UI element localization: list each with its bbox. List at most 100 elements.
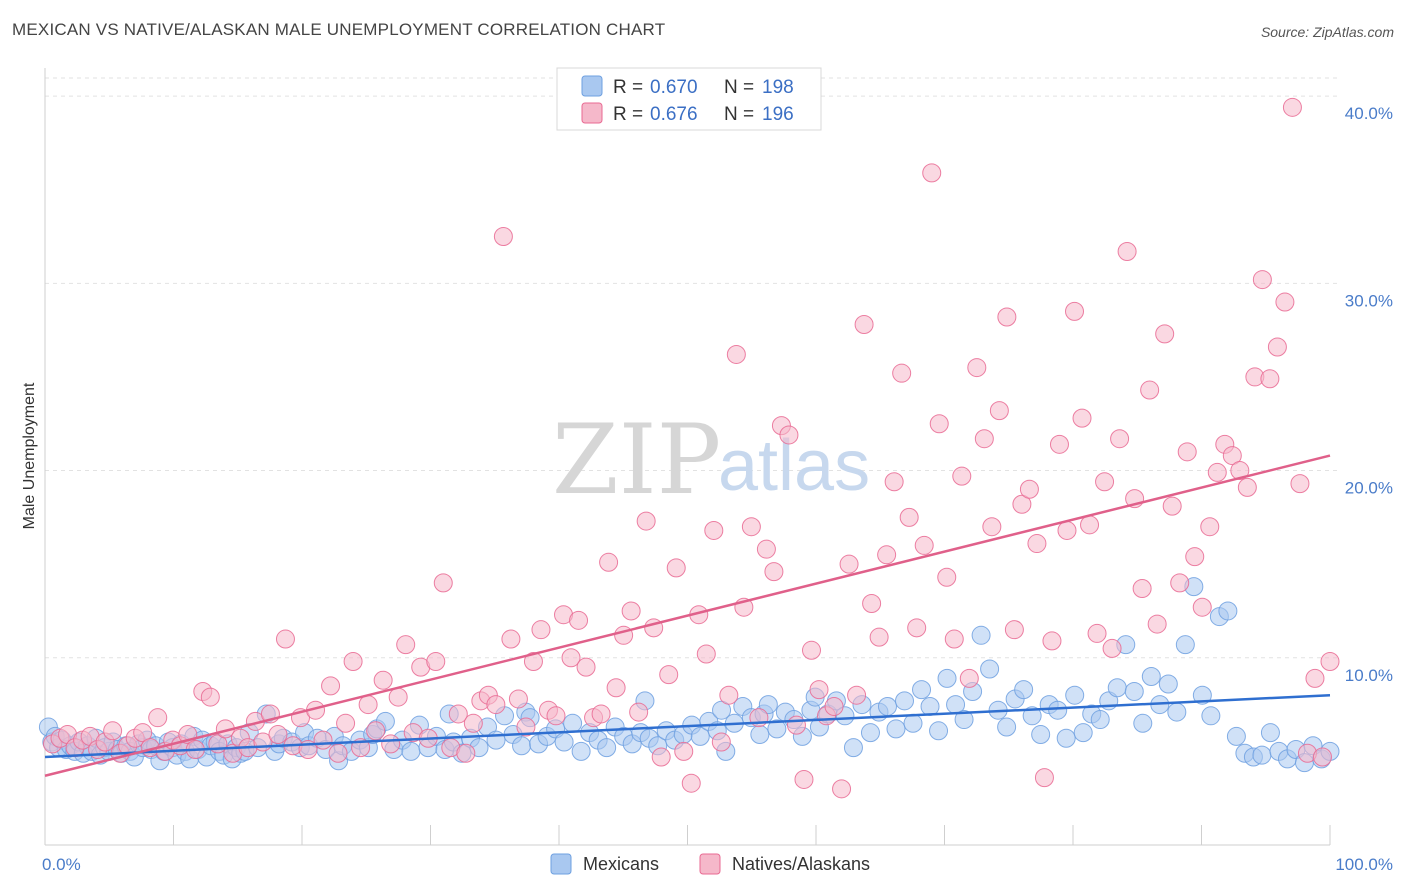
mexicans-point-119 xyxy=(767,719,787,739)
natives-point-105 xyxy=(832,779,852,799)
natives-point-104 xyxy=(824,696,844,716)
mexicans-point-153 xyxy=(1048,700,1068,720)
natives-point-138 xyxy=(1080,515,1100,535)
natives-point-45 xyxy=(381,734,401,754)
mexicans-point-93 xyxy=(571,741,591,761)
natives-point-54 xyxy=(448,704,468,724)
natives-point-154 xyxy=(1200,517,1220,537)
natives-point-42 xyxy=(358,695,378,715)
tick-labels: 10.0% 20.0% 30.0% 40.0% 0.0% 100.0% xyxy=(42,104,1393,874)
natives-point-129 xyxy=(1012,494,1032,514)
natives-point-143 xyxy=(1117,241,1137,261)
mexicans-point-147 xyxy=(997,717,1017,737)
natives-point-114 xyxy=(899,507,919,527)
natives-point-63 xyxy=(516,717,536,737)
natives-point-142 xyxy=(1110,429,1130,449)
natives-point-108 xyxy=(854,315,874,335)
y-axis-label: Male Unemployment xyxy=(21,382,38,529)
natives-point-132 xyxy=(1034,768,1054,788)
legend-swatch-natives xyxy=(581,102,603,124)
natives-point-55 xyxy=(456,743,476,763)
mexicans-point-164 xyxy=(1141,666,1161,686)
natives-point-14 xyxy=(148,708,168,728)
natives-point-115 xyxy=(907,618,927,638)
natives-point-120 xyxy=(944,629,964,649)
natives-point-44 xyxy=(373,670,393,690)
natives-point-74 xyxy=(599,552,619,572)
natives-point-101 xyxy=(801,640,821,660)
mexicans-point-108 xyxy=(690,726,710,746)
natives-point-124 xyxy=(974,429,994,449)
natives-trend-line xyxy=(44,454,1331,777)
natives-point-121 xyxy=(952,466,972,486)
mexicans-point-171 xyxy=(1201,706,1221,726)
natives-point-65 xyxy=(531,620,551,640)
grid-lines xyxy=(45,77,1338,659)
natives-point-31 xyxy=(275,629,295,649)
natives-point-113 xyxy=(892,363,912,383)
natives-point-119 xyxy=(937,567,957,587)
mexicans-point-71 xyxy=(401,741,421,761)
natives-point-71 xyxy=(576,657,596,677)
legend-n-label-0: N = xyxy=(724,77,754,98)
legend-r-label-0: R = xyxy=(613,77,643,98)
natives-point-43 xyxy=(366,721,386,741)
natives-point-90 xyxy=(719,685,739,705)
trend-lines xyxy=(44,454,1331,777)
natives-point-109 xyxy=(862,593,882,613)
natives-point-169 xyxy=(1312,747,1332,767)
natives-point-116 xyxy=(914,535,934,555)
natives-point-110 xyxy=(869,627,889,647)
natives-point-59 xyxy=(486,695,506,715)
natives-point-137 xyxy=(1072,408,1092,428)
natives-point-158 xyxy=(1230,461,1250,481)
natives-point-61 xyxy=(501,629,521,649)
natives-point-145 xyxy=(1132,578,1152,598)
natives-point-106 xyxy=(839,554,859,574)
mexicans-point-137 xyxy=(912,680,932,700)
natives-point-99 xyxy=(786,715,806,735)
mexicans-point-96 xyxy=(597,738,617,758)
mexicans-trend-line xyxy=(44,693,1331,759)
mexicans-point-163 xyxy=(1133,713,1153,733)
natives-point-125 xyxy=(982,517,1002,537)
mexicans-point-151 xyxy=(1031,725,1051,745)
natives-point-85 xyxy=(681,773,701,793)
natives-point-75 xyxy=(606,678,626,698)
mexicans-point-167 xyxy=(1167,702,1187,722)
legend-n-value-1: 196 xyxy=(762,104,794,125)
natives-point-123 xyxy=(967,358,987,378)
natives-point-157 xyxy=(1222,446,1242,466)
natives-point-134 xyxy=(1049,434,1069,454)
natives-point-21 xyxy=(200,687,220,707)
natives-point-89 xyxy=(711,732,731,752)
bottom-legend-natives: Natives/Alaskans xyxy=(732,854,870,874)
mexicans-point-145 xyxy=(980,659,1000,679)
natives-point-117 xyxy=(922,163,942,183)
mexicans-point-129 xyxy=(843,738,863,758)
natives-point-147 xyxy=(1147,614,1167,634)
natives-point-135 xyxy=(1057,520,1077,540)
natives-point-52 xyxy=(433,573,453,593)
natives-point-56 xyxy=(463,713,483,733)
natives-point-37 xyxy=(321,676,341,696)
natives-point-136 xyxy=(1065,301,1085,321)
mexicans-point-135 xyxy=(895,691,915,711)
natives-point-8 xyxy=(103,721,123,741)
legend-swatch-mexicans xyxy=(581,75,603,97)
natives-point-91 xyxy=(726,344,746,364)
natives-point-151 xyxy=(1177,442,1197,462)
mexicans-point-162 xyxy=(1124,681,1144,701)
natives-point-77 xyxy=(621,601,641,621)
natives-point-122 xyxy=(959,668,979,688)
mexicans-point-154 xyxy=(1056,728,1076,748)
natives-point-141 xyxy=(1102,638,1122,658)
bottom-legend-swatch-natives xyxy=(699,853,721,875)
natives-point-153 xyxy=(1192,597,1212,617)
natives-point-165 xyxy=(1282,97,1302,117)
mexicans-point-133 xyxy=(877,696,897,716)
y-tick-label-3: 40.0% xyxy=(1345,104,1393,123)
y-tick-label-2: 30.0% xyxy=(1345,291,1393,310)
axes xyxy=(44,68,1331,846)
natives-point-40 xyxy=(343,652,363,672)
